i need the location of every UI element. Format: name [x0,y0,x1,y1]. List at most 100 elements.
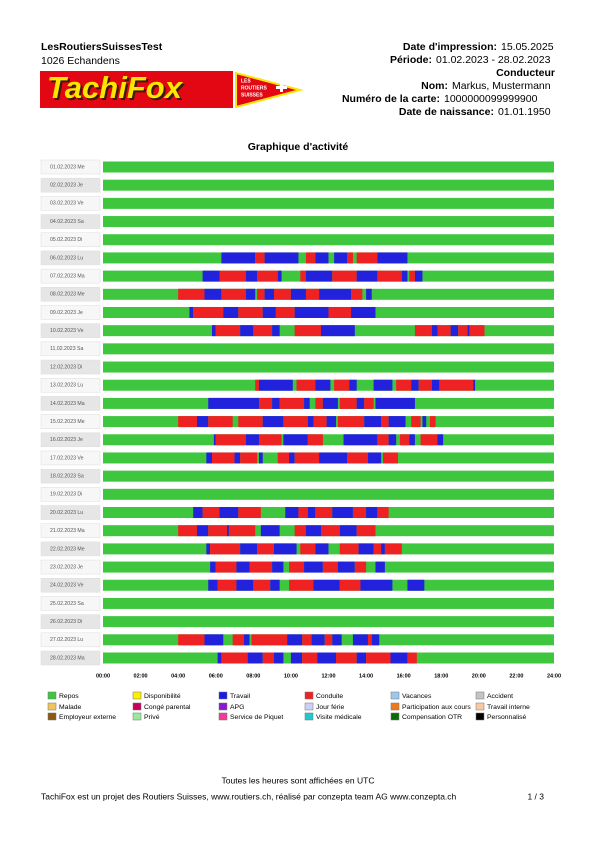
activity-segment [289,452,295,464]
activity-segment [381,416,389,428]
activity-segment [238,416,263,428]
activity-segment [315,507,333,519]
legend-label: Participation aux cours [402,704,471,711]
rest-background [103,197,554,209]
row-label-box [40,523,101,538]
activity-segment [431,325,438,337]
row-label-box [40,196,101,211]
activity-segment [381,543,385,555]
activity-segment [373,379,393,391]
activity-segment [258,452,263,464]
x-tick-label: 08:00 [246,673,260,679]
activity-segment [204,288,222,300]
field-value: 01.02.2023 - 28.02.2023 [436,54,551,66]
legend-label: Congé parental [144,704,191,711]
logo-badge-line: LES [241,78,251,84]
activity-segment [215,325,241,337]
activity-segment [382,452,399,464]
x-tick-label: 12:00 [321,673,335,679]
activity-segment [356,652,367,664]
legend-swatch [132,691,142,700]
activity-segment [262,416,284,428]
activity-segment [351,306,376,318]
activity-segment [407,652,417,664]
legend-swatch [475,702,485,711]
row-label-box [40,305,101,320]
activity-segment [206,452,212,464]
x-tick-label: 16:00 [397,673,411,679]
activity-segment [236,579,254,591]
activity-segment [351,288,363,300]
activity-segment [409,270,415,282]
row-label-box [40,614,101,629]
x-tick-label: 04:00 [171,673,185,679]
activity-segment [377,252,408,264]
activity-segment [245,288,256,300]
row-label-box [40,632,101,648]
row-label-box [40,396,101,411]
activity-segment [274,652,284,664]
x-tick-label: 18:00 [434,673,448,679]
row-label: 25.02.2023 Sa [50,601,84,607]
activity-segment [253,579,271,591]
activity-segment [264,288,275,300]
activity-segment [258,434,282,446]
activity-segment [339,579,361,591]
activity-segment [272,397,280,409]
activity-segment [204,634,224,646]
activity-segment [215,434,246,446]
activity-segment [240,325,254,337]
activity-segment [283,434,308,446]
row-label-box [40,596,101,611]
row-label: 13.02.2023 Lu [50,383,83,389]
row-label-box [40,559,101,575]
activity-segment [262,306,276,318]
row-label-box [40,341,101,357]
legend-label: Malade [59,704,82,711]
legend-label: Disponibilité [144,693,181,700]
activity-segment [313,416,327,428]
x-tick-label: 20:00 [472,673,486,679]
activity-segment [277,270,282,282]
activity-segment [437,325,451,337]
activity-segment [247,652,263,664]
activity-segment [279,397,305,409]
row-label: 20.02.2023 Lu [50,510,83,516]
row-label: 01.02.2023 Me [50,164,85,170]
rest-background [103,616,554,628]
activity-segment [319,288,352,300]
row-label: 27.02.2023 Lu [50,637,83,643]
row-label: 11.02.2023 Sa [50,346,83,352]
activity-segment [228,525,256,537]
legend-swatch [47,702,57,711]
activity-segment [211,325,216,337]
activity-segment [294,306,329,318]
activity-segment [193,507,203,519]
activity-segment [429,416,436,428]
activity-segment [411,416,421,428]
activity-segment [202,507,220,519]
activity-segment [307,507,316,519]
activity-segment [377,507,389,519]
activity-segment [352,634,368,646]
field-value: 01.01.1950 [498,106,551,118]
logo-text: TachiFox [47,70,184,105]
rest-background [103,488,554,500]
legend-swatch [47,712,57,721]
activity-segment [349,379,357,391]
activity-segment [234,452,241,464]
activity-segment [219,507,239,519]
field-label: Période: [390,54,432,66]
activity-segment [253,325,273,337]
row-label-box [40,177,101,193]
activity-segment [298,507,308,519]
logo-badge-line: ROUTIERS [241,85,268,91]
row-label: 18.02.2023 Sa [50,474,84,480]
field-value: 15.05.2025 [501,41,554,53]
activity-segment [210,543,241,555]
activity-segment [364,416,382,428]
logo-text-shadow: TachiFox [49,72,186,107]
row-label: 14.02.2023 Ma [50,401,85,407]
activity-segment [208,579,218,591]
